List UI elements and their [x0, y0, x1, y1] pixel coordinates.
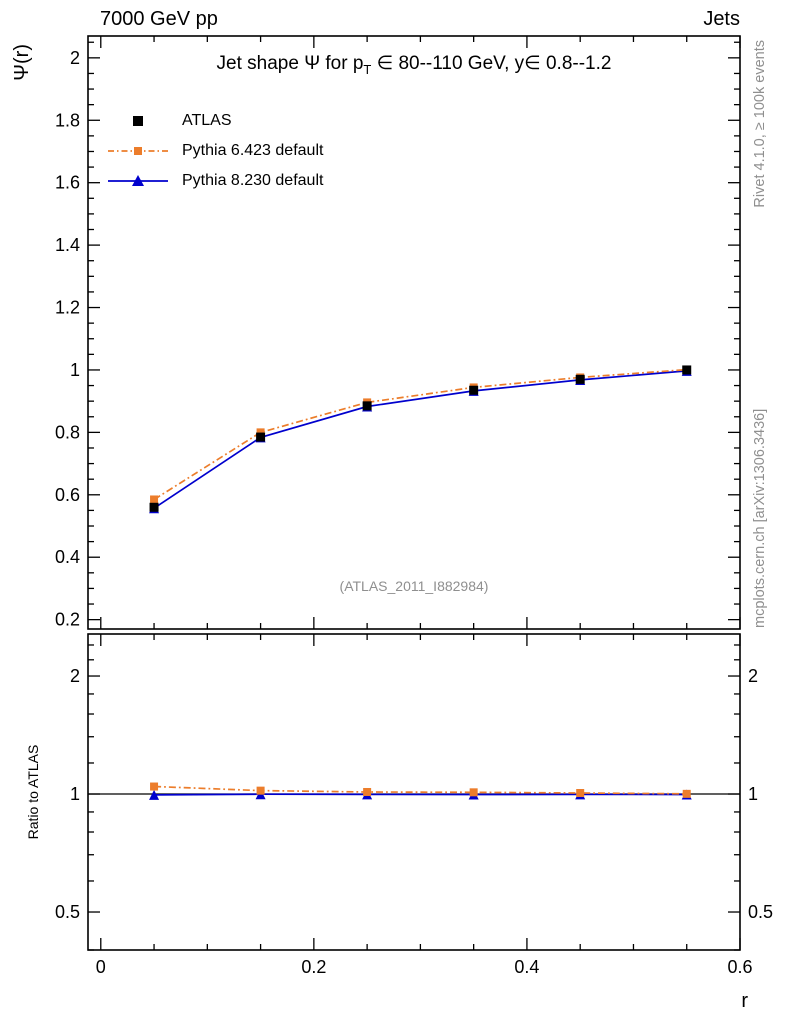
- legend-item-pythia6: Pythia 6.423 default: [106, 136, 323, 166]
- y-tick-label: 2: [70, 48, 80, 68]
- y-axis-label-main: Ψ(r): [11, 44, 33, 81]
- y-tick-label-right: 1: [748, 784, 758, 804]
- legend-label-pythia8: Pythia 8.230 default: [182, 172, 324, 189]
- y-tick-label: 0.5: [55, 902, 80, 922]
- data-point-square: [150, 782, 159, 791]
- y-tick-label-right: 0.5: [748, 902, 773, 922]
- x-tick-label: 0.6: [727, 957, 752, 977]
- data-point-square: [363, 787, 372, 796]
- rivet-version-note: Rivet 4.1.0, ≥ 100k events: [752, 40, 768, 208]
- analysis-id-watermark: (ATLAS_2011_I882984): [339, 578, 489, 594]
- y-tick-label: 1: [70, 360, 80, 380]
- y-tick-label: 1: [70, 784, 80, 804]
- data-point-square: [576, 789, 585, 798]
- beam-energy-label: 7000 GeV pp: [100, 8, 218, 30]
- pythia8-line-marker-icon: [108, 175, 168, 186]
- series-line: [153, 368, 687, 501]
- data-point-triangle: [149, 789, 160, 800]
- plot-title-subscript: T: [363, 61, 372, 77]
- data-point-square: [362, 401, 372, 411]
- legend: ATLAS Pythia 6.423 default Pythia 8.230 …: [106, 106, 323, 196]
- panel-frame: [87, 633, 741, 951]
- data-point-square: [469, 788, 478, 797]
- plot-title: Jet shape Ψ for pT ∈ 80--110 GeV, y∈ 0.8…: [88, 52, 740, 77]
- series-line: [153, 370, 687, 509]
- legend-label-atlas: ATLAS: [182, 112, 232, 129]
- y-tick-label: 0.4: [55, 547, 80, 567]
- x-axis-label: r: [741, 990, 748, 1012]
- legend-item-atlas: ATLAS: [106, 106, 323, 136]
- analysis-group-label: Jets: [703, 8, 740, 30]
- panel-frame: [87, 35, 741, 630]
- x-tick-label: 0: [96, 957, 106, 977]
- y-tick-label: 0.2: [55, 610, 80, 630]
- data-point-square: [682, 365, 692, 375]
- data-point-square: [682, 789, 691, 798]
- plot-title-text-2: ∈ 80--110 GeV, y∈ 0.8--1.2: [371, 53, 612, 74]
- x-tick-label: 0.2: [301, 957, 326, 977]
- y-axis-label-ratio: Ratio to ATLAS: [25, 745, 41, 840]
- plot-header: 7000 GeV pp Jets: [88, 8, 740, 31]
- data-point-square: [256, 428, 265, 437]
- data-point-square: [150, 495, 159, 504]
- data-point-square: [575, 374, 585, 384]
- data-point-square: [256, 786, 265, 795]
- data-point-square: [149, 502, 159, 512]
- y-tick-label: 1.8: [55, 110, 80, 130]
- y-tick-label: 1.4: [55, 235, 80, 255]
- y-tick-label: 1.2: [55, 298, 80, 318]
- y-tick-label: 2: [70, 666, 80, 686]
- pythia6-line-marker-icon: [108, 147, 168, 155]
- data-point-square: [256, 432, 266, 442]
- atlas-marker-icon: [133, 116, 143, 126]
- y-tick-label-right: 2: [748, 666, 758, 686]
- y-tick-label: 0.6: [55, 485, 80, 505]
- series-line: [154, 785, 687, 795]
- data-point-square: [469, 385, 479, 395]
- series-line: [154, 793, 687, 796]
- y-tick-label: 0.8: [55, 422, 80, 442]
- x-tick-label: 0.4: [514, 957, 539, 977]
- legend-item-pythia8: Pythia 8.230 default: [106, 166, 323, 196]
- legend-label-pythia6: Pythia 6.423 default: [182, 142, 324, 159]
- mcplots-note: mcplots.cern.ch [arXiv:1306.3436]: [752, 409, 768, 628]
- y-tick-label: 1.6: [55, 173, 80, 193]
- plot-title-text: Jet shape Ψ for p: [216, 53, 364, 74]
